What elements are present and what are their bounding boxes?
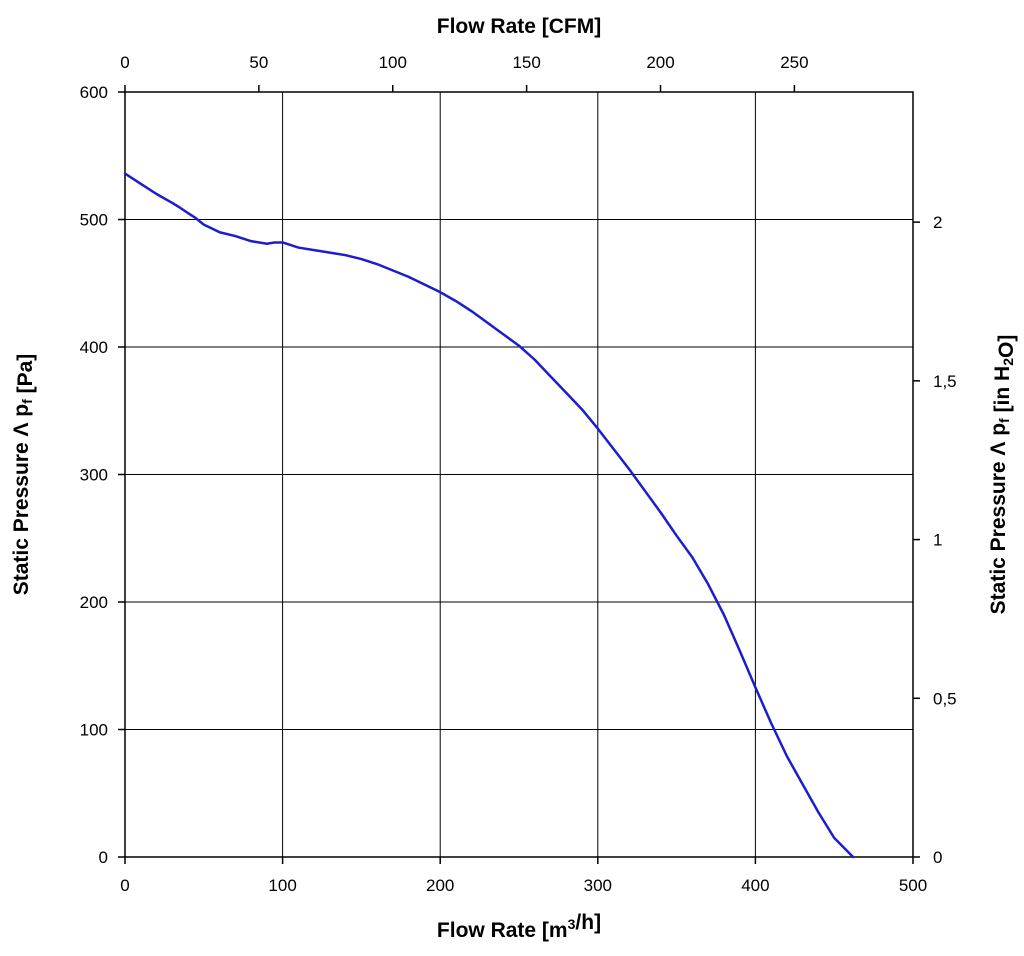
x-tick-label: 100 bbox=[268, 876, 296, 895]
y-tick-label: 300 bbox=[80, 466, 108, 485]
x-axis-title: Flow Rate [m3/h] bbox=[437, 911, 601, 942]
y2-tick-label: 1 bbox=[933, 531, 942, 550]
axis-ticks bbox=[118, 85, 920, 864]
y2-tick-label: 0,5 bbox=[933, 689, 957, 708]
y-tick-label: 200 bbox=[80, 593, 108, 612]
y-tick-label: 500 bbox=[80, 211, 108, 230]
grid-lines bbox=[125, 92, 913, 857]
y-axis-title: Static Pressure Λ pf [Pa] bbox=[10, 354, 37, 596]
x2-axis-title: Flow Rate [CFM] bbox=[437, 15, 601, 38]
x-tick-label: 300 bbox=[584, 876, 612, 895]
y-tick-label: 0 bbox=[99, 848, 108, 867]
y2-axis-title: Static Pressure Λ pf [in H2O] bbox=[987, 335, 1018, 615]
x-tick-label: 0 bbox=[120, 876, 129, 895]
x2-tick-label: 50 bbox=[249, 53, 268, 72]
y2-tick-label: 2 bbox=[933, 213, 942, 232]
x-tick-label: 400 bbox=[741, 876, 769, 895]
x2-tick-label: 150 bbox=[512, 53, 540, 72]
y-tick-label: 100 bbox=[80, 721, 108, 740]
x2-tick-label: 250 bbox=[780, 53, 808, 72]
y2-tick-label: 1,5 bbox=[933, 372, 957, 391]
x-tick-label: 200 bbox=[426, 876, 454, 895]
y2-tick-label: 0 bbox=[933, 848, 942, 867]
y-tick-label: 400 bbox=[80, 338, 108, 357]
x2-tick-label: 0 bbox=[120, 53, 129, 72]
x2-tick-label: 100 bbox=[379, 53, 407, 72]
x2-tick-label: 200 bbox=[646, 53, 674, 72]
x-tick-label: 500 bbox=[899, 876, 927, 895]
y-tick-label: 600 bbox=[80, 83, 108, 102]
series-line bbox=[123, 172, 855, 859]
